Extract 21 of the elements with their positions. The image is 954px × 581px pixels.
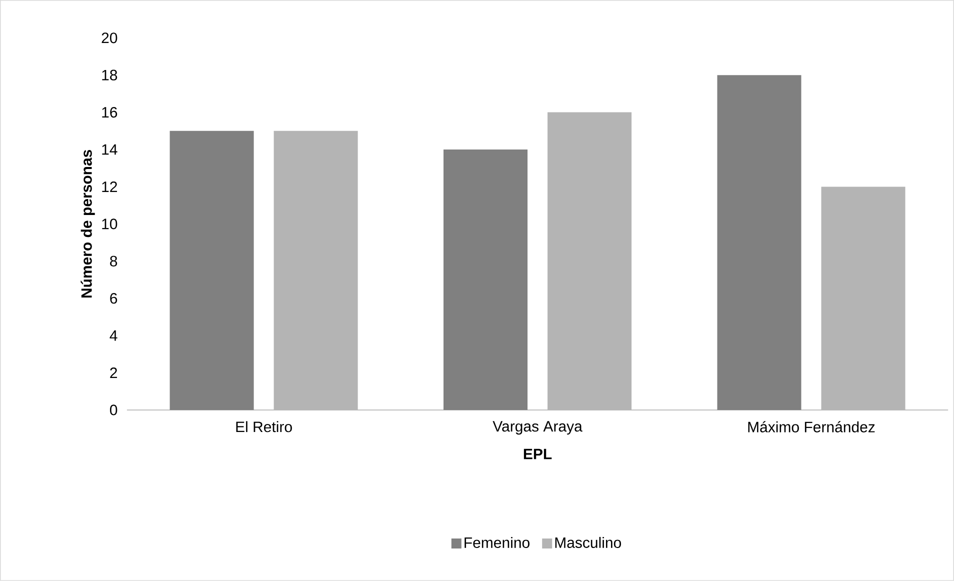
y-tick-label: 2 [110,368,117,378]
x-tick-label: Vargas Araya [492,421,582,435]
y-tick-label: 4 [110,330,118,341]
y-tick-label: 16 [102,107,118,118]
y-tick-label: 18 [102,70,118,80]
x-axis-title: EPL [524,448,552,460]
y-tick-label: 14 [102,144,118,155]
bar [444,150,528,410]
bar [170,130,254,410]
y-tick-label: 20 [102,32,118,44]
y-tick-label: 0 [110,404,118,416]
legend-label: Masculino [555,536,622,548]
y-tick-label: 6 [110,293,118,304]
y-tick-label: 12 [102,182,117,192]
y-tick-label: 10 [102,218,118,230]
legend-label: Femenino [464,536,530,548]
x-tick-label: El Retiro [236,421,292,432]
y-axis-title: Número de personas [80,150,95,298]
x-tick-label: Máximo Fernández [748,421,875,432]
y-tick-label: 8 [110,256,118,266]
bar [717,75,802,410]
